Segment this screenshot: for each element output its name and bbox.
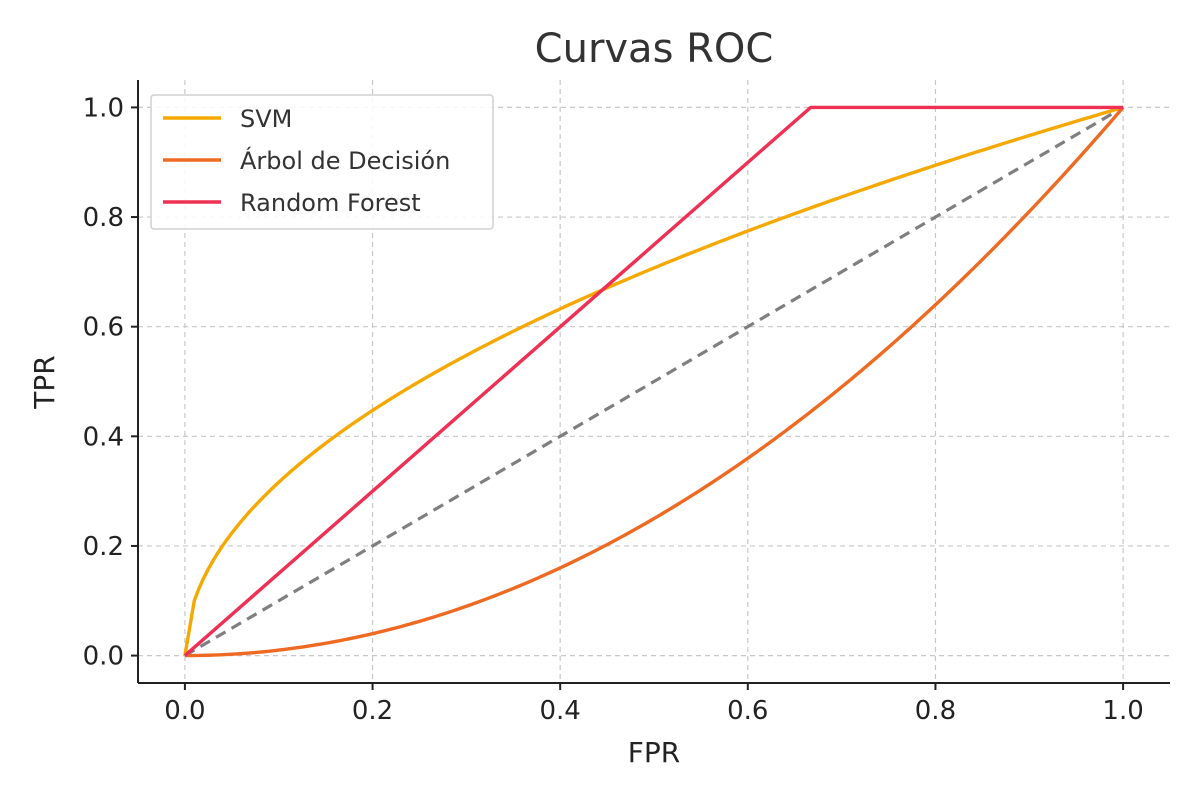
y-tick-label: 0.4 (83, 422, 124, 452)
series-line-1 (184, 106, 1125, 658)
reference-diagonal-line (184, 106, 1124, 657)
chart-title: Curvas ROC (535, 26, 774, 72)
y-axis-label: TPR (28, 355, 61, 409)
y-tick-label: 0.8 (83, 203, 124, 233)
legend-box (150, 94, 494, 230)
series-line-2 (183, 105, 1124, 657)
tick-labels: 0.0 0.2 0.4 0.6 0.8 1.0 0.0 0.2 0.4 0.6 0.8 1.0 (83, 93, 1144, 726)
legend-label: Random Forest (240, 189, 421, 217)
x-tick-label: 0.0 (164, 696, 205, 726)
y-tick-label: 1.0 (83, 93, 124, 123)
x-axis-label: FPR (628, 736, 680, 769)
x-tick-label: 0.4 (540, 696, 581, 726)
axes (131, 80, 1170, 690)
y-tick-label: 0.0 (83, 642, 124, 672)
y-tick-label: 0.2 (83, 532, 124, 562)
legend-label: SVM (240, 105, 292, 133)
y-tick-label: 0.6 (83, 313, 124, 343)
series-lines (183, 105, 1125, 658)
x-tick-label: 0.6 (727, 696, 768, 726)
series-line-0 (183, 105, 1124, 656)
x-tick-label: 0.2 (352, 696, 393, 726)
x-tick-label: 0.8 (915, 696, 956, 726)
x-tick-label: 1.0 (1102, 696, 1143, 726)
legend-label: Árbol de Decisión (240, 146, 450, 175)
legend: SVM Árbol de Decisión Random Forest (150, 94, 494, 230)
